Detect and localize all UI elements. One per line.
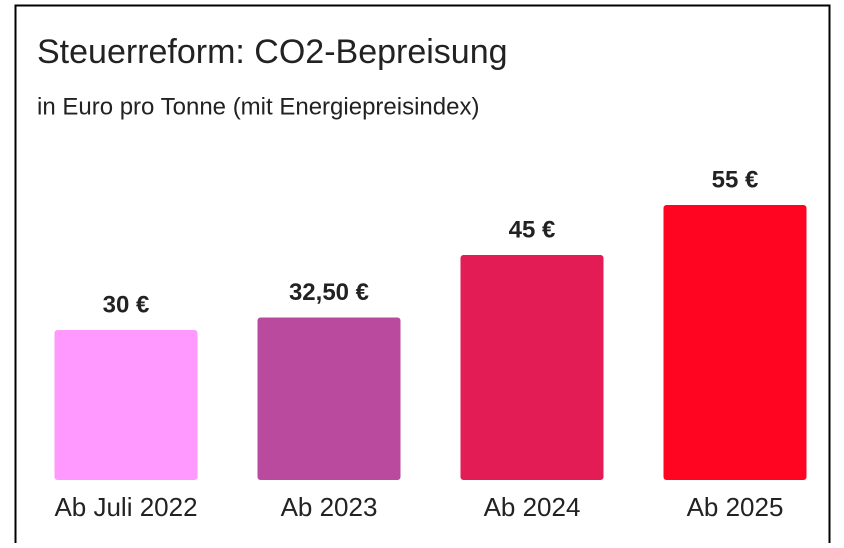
- frame: [14, 4, 831, 543]
- x-tick-label: Ab 2024: [484, 492, 581, 522]
- value-label: 45 €: [509, 216, 556, 243]
- bar: [460, 255, 604, 480]
- bar: [663, 205, 807, 480]
- value-label: 32,50 €: [289, 279, 369, 306]
- bar: [54, 330, 198, 480]
- chart-subtitle: in Euro pro Tonne (mit Energiepreisindex…: [37, 93, 479, 120]
- x-tick-label: Ab Juli 2022: [54, 492, 197, 522]
- x-tick-label: Ab 2023: [281, 492, 378, 522]
- value-label: 30 €: [103, 291, 150, 318]
- chart-title: Steuerreform: CO2-Bepreisung: [37, 33, 508, 71]
- bar: [257, 317, 401, 480]
- value-label: 55 €: [712, 166, 759, 193]
- x-tick-label: Ab 2025: [687, 492, 784, 522]
